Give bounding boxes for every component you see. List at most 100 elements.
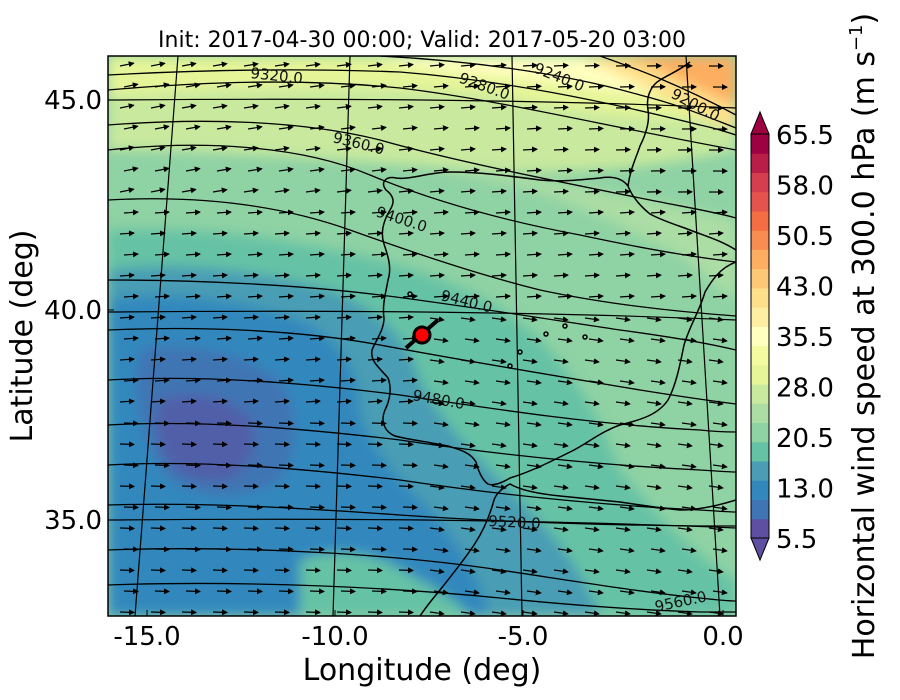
wind-arrow [212, 103, 228, 110]
wind-arrow [553, 188, 569, 195]
wind-arrow [650, 505, 666, 512]
wind-arrow [247, 335, 263, 342]
wind-arrow [681, 463, 697, 470]
wind-arrow [212, 61, 228, 68]
wind-arrow [402, 83, 418, 90]
wind-arrow [526, 337, 542, 344]
wind-arrow [340, 377, 356, 384]
wind-arrow [460, 62, 476, 69]
wind-arrow [150, 187, 166, 194]
wind-arrow [553, 62, 569, 69]
wind-arrow [433, 547, 449, 554]
wind-arrow [398, 272, 414, 279]
wind-arrow [491, 484, 507, 491]
wind-arrow [495, 125, 511, 132]
wind-arrow [526, 83, 542, 90]
colorbar-band [751, 268, 769, 289]
wind-arrow [491, 188, 507, 195]
wind-arrow [588, 589, 604, 596]
wind-arrow [398, 62, 414, 69]
wind-arrow [464, 83, 480, 90]
wind-arrow [584, 484, 600, 491]
wind-arrow [154, 82, 170, 89]
wind-arrow [495, 337, 511, 344]
wind-arrow [615, 316, 631, 323]
wind-arrow [712, 547, 728, 554]
colorbar-band [751, 210, 769, 231]
france-coastline [627, 61, 691, 187]
wind-arrow [584, 188, 600, 195]
wind-arrow [681, 209, 697, 216]
wind-arrow [371, 124, 387, 131]
wind-arrow [646, 568, 662, 575]
wind-arrow [522, 526, 538, 533]
wind-arrow [150, 230, 166, 237]
wind-arrow [495, 505, 511, 512]
wind-arrow [526, 463, 542, 470]
wind-arrow [305, 272, 321, 279]
colorbar-band [751, 364, 769, 385]
colorbar-tick-label: 35.5 [776, 323, 834, 353]
colorbar-band [751, 230, 769, 250]
wind-arrow [650, 379, 666, 386]
wind-arrow [154, 335, 170, 342]
wind-arrow [336, 103, 352, 110]
wind-arrow [712, 379, 728, 386]
wind-arrow [429, 526, 445, 533]
colorbar-band [751, 461, 769, 481]
wind-arrow [464, 421, 480, 428]
wind-arrow [278, 293, 294, 300]
contour-lines [108, 56, 736, 613]
colorbar-tick-label: 43.0 [776, 273, 834, 303]
wind-arrow [278, 82, 294, 89]
wind-arrow [243, 398, 259, 405]
wind-arrow [460, 146, 476, 153]
colorbar-band [751, 480, 769, 501]
wind-arrow [553, 230, 569, 237]
island-marker [582, 334, 588, 340]
wind-arrow [491, 442, 507, 449]
wind-arrow [212, 314, 228, 321]
x-tick-label: -15.0 [113, 622, 180, 652]
wind-arrow [553, 104, 569, 111]
colorbar-tick-label: 58.0 [776, 172, 834, 202]
wind-arrow [464, 167, 480, 174]
wind-arrow [650, 251, 666, 258]
wind-arrow [584, 272, 600, 279]
wind-arrow [681, 547, 697, 554]
wind-arrow [429, 442, 445, 449]
location-marker [404, 318, 440, 350]
wind-arrow [305, 187, 321, 194]
wind-arrow [154, 209, 170, 216]
wind-arrow [429, 272, 445, 279]
wind-arrow [123, 82, 139, 89]
wind-arrow [150, 103, 166, 110]
wind-arrow [154, 166, 170, 173]
wind-arrow [367, 230, 383, 237]
wind-arrow [522, 610, 538, 616]
wind-arrow [402, 125, 418, 132]
marker-circle [412, 325, 432, 345]
wind-arrow [491, 104, 507, 111]
wind-arrow [123, 251, 139, 258]
wind-arrow [495, 463, 511, 470]
wind-arrow [367, 145, 383, 152]
wind-arrow [243, 103, 259, 110]
wind-arrow [212, 145, 228, 152]
x-tick-label: -5.0 [498, 622, 549, 652]
wind-arrow [212, 356, 228, 363]
wind-arrow [185, 335, 201, 342]
wind-arrow [402, 209, 418, 216]
wind-arrow [398, 230, 414, 237]
wind-arrow [340, 251, 356, 258]
wind-arrow [305, 145, 321, 152]
wind-arrow [526, 293, 542, 300]
wind-arrow [460, 188, 476, 195]
wind-arrow [584, 230, 600, 237]
wind-arrow [557, 125, 573, 132]
wind-arrow [340, 124, 356, 131]
wind-arrow [185, 251, 201, 258]
wind-arrow [588, 463, 604, 470]
wind-arrow [522, 316, 538, 323]
wind-arrow [150, 272, 166, 279]
